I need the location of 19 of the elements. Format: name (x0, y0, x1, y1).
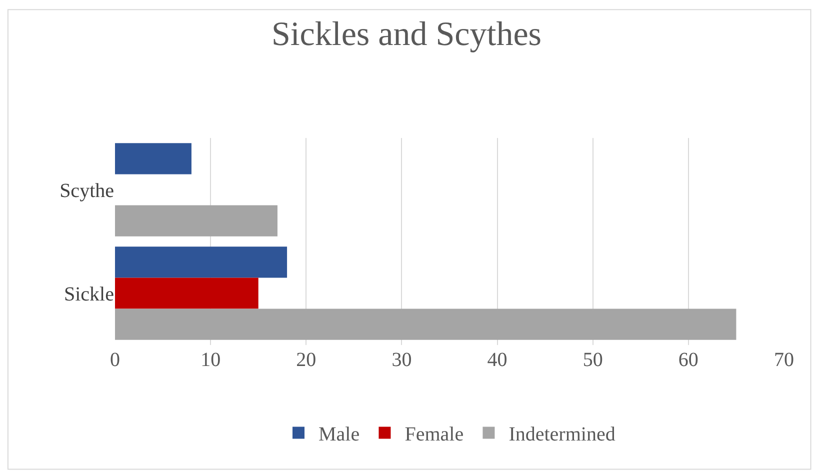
x-tick-label: 70 (774, 349, 794, 371)
x-tick-label: 10 (200, 349, 221, 371)
x-tick-label: 60 (678, 349, 698, 371)
bar (115, 278, 258, 309)
x-tick-label: 0 (110, 349, 120, 371)
x-tick-label: 50 (582, 349, 603, 371)
x-tick-label: 20 (296, 349, 316, 371)
chart-title: Sickles and Scythes (271, 16, 542, 54)
y-tick-label: Sickle (64, 283, 114, 306)
bar (115, 205, 278, 236)
y-tick-label: Scythe (60, 180, 114, 202)
legend-label: Female (404, 424, 464, 446)
bar (115, 308, 736, 340)
bar (115, 246, 288, 278)
legend-label: Indetermined (508, 424, 616, 446)
legend-label: Male (318, 424, 360, 446)
x-tick-label: 40 (487, 349, 508, 371)
bar (115, 143, 192, 174)
x-tick-label: 30 (392, 349, 412, 371)
